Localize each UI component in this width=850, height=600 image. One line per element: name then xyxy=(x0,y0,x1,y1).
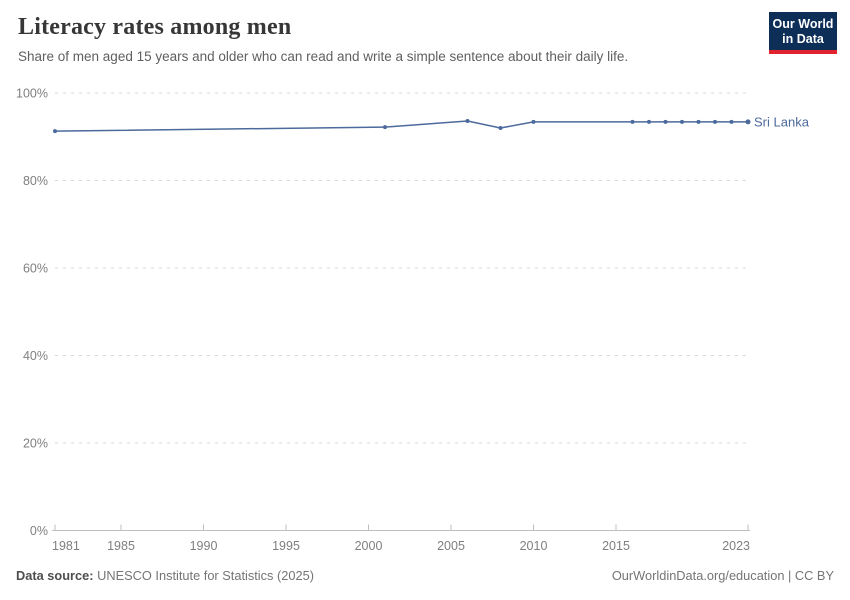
y-tick-label: 80% xyxy=(23,174,48,188)
data-source: Data source: UNESCO Institute for Statis… xyxy=(16,568,314,583)
data-point[interactable] xyxy=(531,119,536,124)
x-tick-label: 1985 xyxy=(107,539,135,553)
data-point[interactable] xyxy=(663,119,668,124)
y-tick-label: 40% xyxy=(23,349,48,363)
x-tick-label: 2010 xyxy=(520,539,548,553)
page-title: Literacy rates among men xyxy=(18,14,292,40)
data-line[interactable] xyxy=(54,120,748,132)
x-tick-label: 2023 xyxy=(722,539,750,553)
owid-logo[interactable]: Our World in Data xyxy=(769,12,837,54)
x-tick-label: 2005 xyxy=(437,539,465,553)
data-point[interactable] xyxy=(498,126,503,130)
data-point[interactable] xyxy=(53,129,57,134)
data-point[interactable] xyxy=(729,119,734,124)
y-tick-label: 100% xyxy=(16,87,48,101)
x-tick-label: 1995 xyxy=(272,539,300,553)
data-point[interactable] xyxy=(696,119,701,124)
data-point[interactable] xyxy=(680,119,684,124)
credit-link[interactable]: OurWorldinData.org/education | CC BY xyxy=(611,568,834,583)
chart-subtitle: Share of men aged 15 years and older who… xyxy=(18,49,629,64)
y-tick-label: 0% xyxy=(30,524,48,538)
data-source-value: UNESCO Institute for Statistics (2025) xyxy=(93,568,314,583)
data-point[interactable] xyxy=(713,119,717,124)
chart-header: Literacy rates among men Share of men ag… xyxy=(18,14,760,65)
x-tick-label: 2015 xyxy=(602,539,630,553)
data-point[interactable] xyxy=(465,119,470,123)
chart-footer: Data source: UNESCO Institute for Statis… xyxy=(16,568,834,583)
series-label[interactable]: Sri Lanka xyxy=(754,114,810,129)
y-tick-label: 60% xyxy=(23,262,48,276)
owid-logo-line2: in Data xyxy=(782,32,824,46)
x-tick-label: 2000 xyxy=(355,539,383,553)
y-tick-label: 20% xyxy=(23,437,48,451)
data-point[interactable] xyxy=(647,119,651,124)
data-source-label: Data source: xyxy=(16,568,94,583)
x-tick-label: 1990 xyxy=(190,539,218,553)
data-point[interactable] xyxy=(383,125,387,130)
data-point[interactable] xyxy=(745,119,751,125)
data-point[interactable] xyxy=(630,119,635,124)
x-tick-label: 1981 xyxy=(52,539,80,553)
owid-logo-line1: Our World xyxy=(772,17,834,31)
